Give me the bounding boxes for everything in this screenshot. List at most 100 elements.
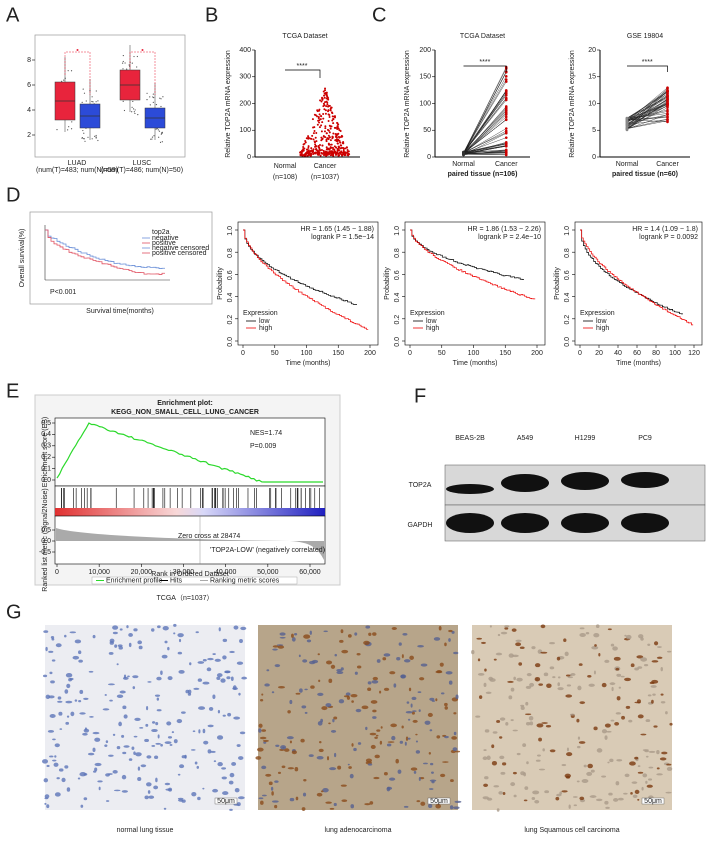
cell — [534, 677, 541, 682]
label: 40 — [614, 350, 622, 357]
cell — [197, 661, 205, 664]
pair-line — [463, 79, 507, 153]
cell — [318, 679, 321, 683]
pair-line — [626, 105, 668, 130]
cell — [652, 693, 656, 696]
cell — [128, 758, 133, 761]
label: 0.8 — [564, 248, 571, 258]
cell — [262, 739, 269, 742]
cell — [640, 657, 648, 662]
cell — [299, 688, 303, 693]
cell — [348, 766, 352, 769]
cell — [236, 744, 241, 747]
dot — [329, 139, 332, 142]
dot — [131, 62, 133, 64]
label: (num(T)=486; num(N)=50) — [101, 167, 183, 174]
dot — [347, 152, 350, 155]
cell — [609, 682, 616, 686]
dot — [91, 100, 93, 103]
label: 1.0 — [394, 226, 401, 236]
dot — [347, 154, 350, 157]
label: Rank in Ordered Dataset — [151, 571, 228, 578]
cell — [440, 773, 446, 778]
cell — [207, 749, 212, 754]
dot — [336, 121, 339, 124]
cell — [351, 700, 354, 703]
cell — [311, 659, 319, 664]
cell — [330, 664, 336, 669]
cell — [417, 644, 424, 648]
dot — [81, 101, 83, 104]
dot — [342, 147, 345, 150]
cell — [403, 659, 411, 663]
plot-frame — [29, 211, 213, 305]
cell — [453, 731, 457, 736]
label: logrank P = 1.5e−14 — [311, 234, 374, 241]
cell — [415, 733, 418, 736]
dot — [327, 134, 330, 137]
dot — [320, 130, 323, 133]
dot — [336, 142, 339, 145]
dot — [136, 55, 138, 58]
cell — [54, 755, 57, 758]
label: 10,000 — [88, 569, 110, 576]
label: H1299 — [575, 435, 596, 442]
cell — [651, 660, 659, 663]
label: P<0.001 — [50, 289, 76, 296]
label: 200 — [531, 350, 543, 357]
cell — [286, 736, 294, 740]
cell — [294, 633, 298, 636]
dot — [328, 116, 331, 119]
cell — [59, 728, 63, 730]
cell — [82, 732, 88, 736]
dot — [95, 134, 97, 137]
dot — [335, 138, 338, 141]
cell — [321, 706, 328, 711]
dot — [327, 147, 330, 150]
dot — [312, 132, 315, 135]
dot — [318, 121, 321, 124]
cell — [502, 762, 507, 766]
cell — [166, 721, 172, 726]
dot — [504, 131, 508, 134]
label: 150 — [419, 74, 431, 81]
cell — [452, 747, 458, 752]
cell — [104, 744, 108, 748]
dot — [330, 125, 333, 128]
cell — [151, 728, 158, 733]
cell — [576, 780, 580, 783]
dot — [157, 129, 159, 131]
cell — [355, 708, 362, 713]
cell — [650, 685, 657, 688]
pair-line — [626, 96, 668, 119]
cell — [138, 645, 143, 650]
dot — [319, 99, 322, 102]
label: Probability — [554, 267, 561, 300]
cell — [54, 792, 61, 797]
cell — [356, 665, 362, 669]
cell — [609, 758, 614, 763]
cell — [319, 740, 322, 744]
label: 1.0 — [227, 226, 234, 236]
cell — [435, 698, 438, 702]
label: TCGA Dataset — [282, 33, 327, 40]
cell — [577, 745, 581, 749]
dot — [327, 109, 330, 112]
pair-line — [463, 119, 507, 154]
cell — [570, 673, 576, 676]
cell — [577, 736, 581, 740]
cell — [163, 807, 167, 810]
dot — [300, 153, 303, 156]
dot — [317, 153, 320, 156]
cell — [310, 685, 315, 689]
cell — [340, 784, 347, 787]
cell — [429, 729, 433, 732]
cell — [645, 719, 651, 723]
cell — [361, 705, 369, 710]
dot — [319, 154, 322, 157]
cell — [402, 632, 408, 636]
label: 20,000 — [131, 569, 153, 576]
dot — [149, 104, 151, 106]
label: negative censored — [152, 245, 209, 252]
cell — [169, 744, 173, 746]
